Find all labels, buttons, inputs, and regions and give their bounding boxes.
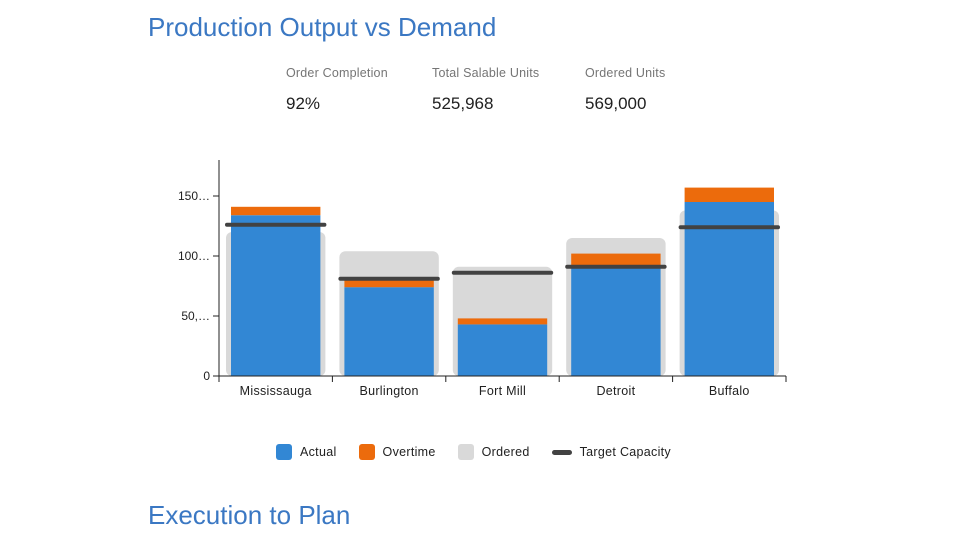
bar-overtime-fort-mill — [457, 318, 548, 325]
legend-item-ordered[interactable]: Ordered — [457, 444, 530, 460]
chart-title: Production Output vs Demand — [148, 12, 497, 42]
y-tick-label: 0 — [203, 369, 210, 383]
legend-item-actual[interactable]: Actual — [276, 444, 337, 460]
kpi-label: Ordered Units — [585, 66, 666, 80]
kpi-label: Order Completion — [286, 66, 388, 80]
legend-item-target-capacity[interactable]: Target Capacity — [551, 445, 671, 459]
legend-item-overtime[interactable]: Overtime — [358, 444, 436, 460]
kpi-total-salable-units: Total Salable Units 525,968 — [432, 66, 539, 114]
bar-overtime-detroit — [571, 253, 661, 268]
bar-actual-mississauga — [231, 215, 321, 376]
kpi-label: Total Salable Units — [432, 66, 540, 80]
bar-actual-burlington — [344, 287, 434, 376]
bar-overtime-mississauga — [231, 206, 321, 216]
legend-swatch-overtime — [358, 444, 375, 460]
x-tick-label: Detroit — [596, 384, 635, 398]
section-title-execution: Execution to Plan — [148, 500, 351, 530]
legend-label-overtime: Overtime — [382, 445, 436, 459]
bar-overtime-burlington — [344, 280, 434, 288]
bar-overtime-buffalo — [684, 187, 774, 202]
kpi-ordered-units: Ordered Units 569,000 — [585, 66, 665, 114]
legend-label-ordered: Ordered — [481, 445, 530, 459]
kpi-order-completion: Order Completion 92% — [286, 66, 388, 114]
legend-swatch-ordered — [457, 444, 474, 460]
kpi-value: 525,968 — [432, 94, 494, 113]
x-tick-label: Burlington — [359, 384, 418, 398]
y-tick-label: 150… — [178, 189, 210, 203]
legend-swatch-target-capacity — [551, 449, 572, 455]
legend-label-actual: Actual — [300, 445, 337, 459]
legend-label-target-capacity: Target Capacity — [579, 445, 671, 459]
x-tick-label: Buffalo — [709, 384, 750, 398]
bar-actual-fort-mill — [457, 324, 548, 376]
kpi-value: 92% — [286, 94, 321, 113]
legend-swatch-actual — [276, 444, 292, 460]
kpi-value: 569,000 — [585, 94, 647, 113]
y-tick-label: 100… — [178, 249, 210, 263]
bar-actual-detroit — [571, 268, 661, 376]
y-tick-label: 50,… — [181, 309, 210, 323]
x-tick-label: Mississauga — [240, 384, 312, 398]
chart-legend: Actual Overtime Ordered Target Capacity — [276, 444, 671, 460]
bar-actual-buffalo — [684, 202, 774, 376]
x-tick-label: Fort Mill — [479, 384, 526, 398]
